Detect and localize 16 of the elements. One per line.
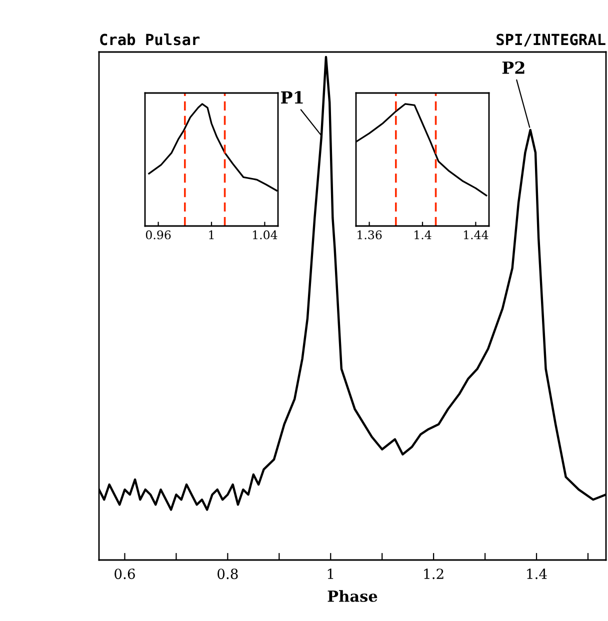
x-tick-label: 1.2	[424, 568, 444, 580]
x-tick-label: 0.96	[146, 230, 171, 240]
annotation: P1	[281, 91, 303, 104]
x-tick-label: 1.04	[253, 230, 278, 240]
chart-subtitle: SPI/INTEGRAL	[496, 34, 606, 46]
chart-title: Crab Pulsar	[100, 33, 200, 46]
x-tick-label: 1.44	[464, 230, 488, 240]
x-tick-label: 1.36	[358, 230, 382, 240]
x-tick-label: 1.4	[527, 568, 547, 580]
x-axis-title: Phase	[328, 590, 378, 602]
x-tick-label: 1	[328, 568, 334, 579]
annotation: P2	[502, 61, 524, 74]
x-tick-label: 1	[209, 230, 214, 240]
x-tick-label: 1.4	[414, 230, 432, 240]
x-tick-label: 0.6	[114, 568, 135, 580]
x-tick-label: 0.8	[218, 568, 238, 580]
